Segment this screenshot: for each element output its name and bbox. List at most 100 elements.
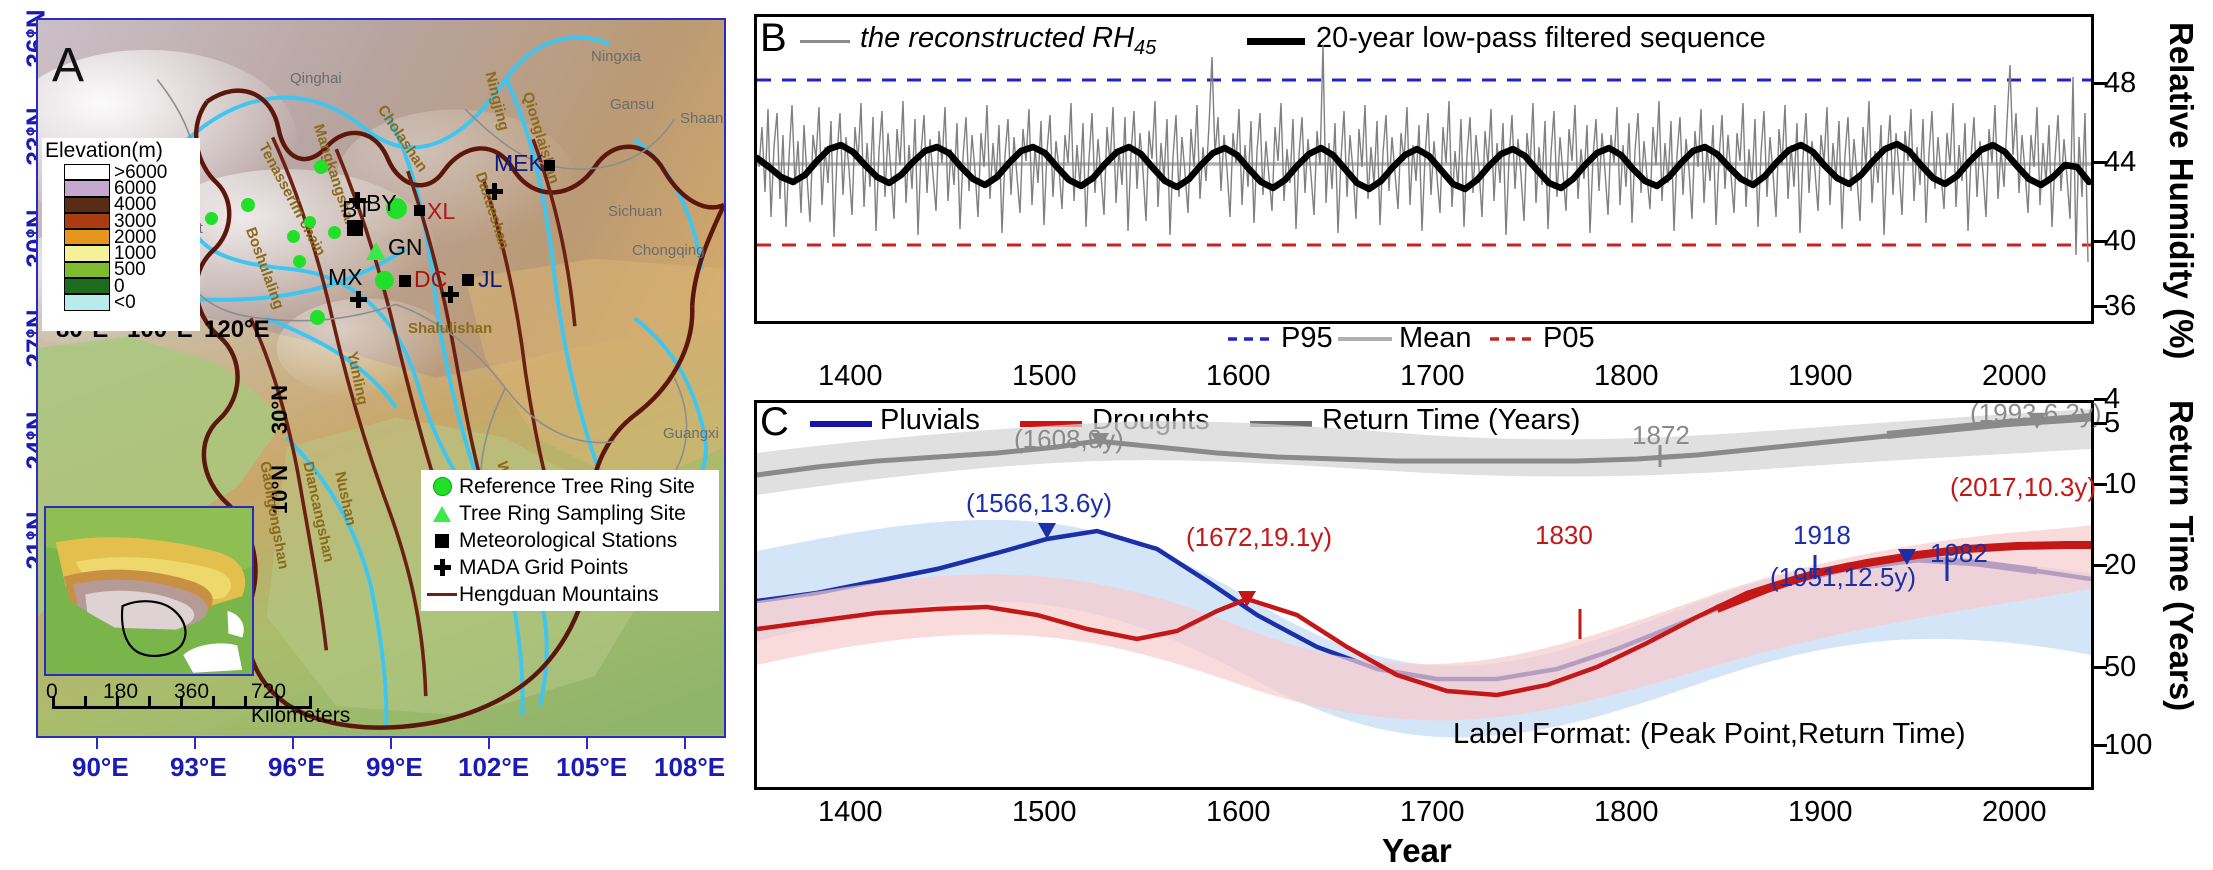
panel-c-xtick-1400: 1400 bbox=[818, 796, 883, 828]
panel-c-ytickmark bbox=[2094, 422, 2107, 425]
panel-b-ytick-40: 40 bbox=[2104, 225, 2137, 257]
elevation-legend-row: 2000 bbox=[42, 228, 200, 247]
panel-c-ytickmark bbox=[2094, 564, 2107, 567]
reference-tree-ring-site[interactable] bbox=[287, 230, 300, 243]
elevation-legend-row: 4000 bbox=[42, 195, 200, 214]
place-name-qinghai: Qinghai bbox=[290, 70, 342, 87]
annotation-1872: 1872 bbox=[1632, 420, 1690, 450]
meteorological-station-dc[interactable] bbox=[399, 275, 411, 287]
elevation-label: 6000 bbox=[114, 177, 157, 199]
place-name-gansu: Gansu bbox=[610, 96, 655, 113]
reference-tree-ring-site[interactable] bbox=[310, 310, 325, 325]
elevation-swatch bbox=[64, 278, 110, 295]
green-triangle-icon bbox=[425, 505, 459, 522]
elevation-label: 1000 bbox=[114, 243, 157, 265]
legend-label-pluvials: Pluvials bbox=[880, 404, 980, 436]
elevation-legend-row: 500 bbox=[42, 260, 200, 279]
legend-subscript: 45 bbox=[1134, 36, 1157, 59]
pluvials-uncertainty-band bbox=[757, 519, 2091, 738]
reference-tree-ring-site[interactable] bbox=[293, 255, 306, 268]
elevation-swatch bbox=[64, 229, 110, 246]
annotation-1608: (1608,9y) bbox=[1014, 424, 1124, 454]
panel-c-ytickmark bbox=[2094, 483, 2107, 486]
panel-c-xtick-2000: 2000 bbox=[1982, 796, 2047, 828]
brown-line-icon bbox=[425, 593, 459, 596]
panel-b-xtick-1800: 1800 bbox=[1594, 360, 1659, 392]
elevation-swatch bbox=[64, 294, 110, 311]
mada-grid-point[interactable] bbox=[486, 183, 503, 200]
returntime-peak-marker-1608 bbox=[1091, 433, 1109, 449]
meteorological-station-bt[interactable] bbox=[347, 220, 363, 236]
meteorological-station-jl[interactable] bbox=[462, 274, 474, 286]
returntime-uncertainty-band bbox=[757, 409, 2091, 495]
reference-tree-ring-site[interactable] bbox=[314, 160, 328, 174]
panel-c-series-svg bbox=[757, 409, 2091, 738]
lowpass-filtered-series bbox=[757, 140, 2091, 193]
lon-tick-108e: 108°E bbox=[654, 752, 726, 782]
panel-b-letter: B bbox=[760, 16, 787, 60]
tree-ring-sampling-site[interactable] bbox=[366, 242, 386, 260]
reference-tree-ring-site[interactable] bbox=[375, 271, 394, 290]
droughts-peak-marker-1672 bbox=[1238, 591, 1256, 607]
panel-b-ylabel: Relative Humidity (%) bbox=[2163, 22, 2200, 360]
mada-grid-point[interactable] bbox=[442, 286, 459, 303]
site-label-bt: BT bbox=[342, 196, 372, 222]
legend-label-p95: P95 bbox=[1281, 322, 1333, 354]
elevation-swatch bbox=[64, 212, 110, 230]
legend-p95-dash bbox=[1228, 337, 1272, 341]
returntime-line bbox=[757, 416, 2091, 478]
scalebar-tick-mark bbox=[116, 696, 119, 709]
legend-item-met-stations: Meteorological Stations bbox=[425, 527, 717, 554]
black-square-icon bbox=[425, 533, 459, 548]
returntime-peak-marker-1993 bbox=[2028, 413, 2046, 429]
lat-tick-mark bbox=[26, 130, 37, 132]
meteorological-station-xl[interactable] bbox=[414, 205, 425, 216]
pluvials-peak-marker-1951 bbox=[1898, 549, 1916, 565]
panel-b-ytick-48: 48 bbox=[2104, 67, 2137, 99]
site-label-mek: MEK bbox=[494, 150, 544, 176]
legend-droughts-line bbox=[1020, 421, 1082, 427]
panel-b-ytickmark bbox=[2094, 240, 2107, 243]
returntime-line-highlight bbox=[1886, 413, 2091, 439]
lon-tick-mark bbox=[96, 738, 98, 749]
panel-b-ytickmark bbox=[2094, 82, 2107, 85]
legend-item-reference-tree-ring: Reference Tree Ring Site bbox=[425, 473, 717, 500]
panel-b-series-svg bbox=[757, 44, 2091, 263]
legend-line-reconstructed bbox=[800, 40, 850, 43]
reference-tree-ring-site[interactable] bbox=[205, 212, 218, 225]
site-label-jl: JL bbox=[478, 266, 503, 292]
legend-mean-line bbox=[1338, 337, 1392, 341]
annotation-1830: 1830 bbox=[1535, 520, 1593, 550]
reference-tree-ring-site[interactable] bbox=[386, 198, 407, 219]
annotation-1918: 1918 bbox=[1793, 520, 1851, 550]
site-label-by: BY bbox=[366, 190, 397, 216]
panel-b-xtick-1400: 1400 bbox=[818, 360, 883, 392]
reference-tree-ring-site[interactable] bbox=[328, 226, 341, 239]
site-label-gn: GN bbox=[388, 234, 423, 260]
inset-overview-map[interactable] bbox=[44, 506, 254, 676]
lon-tick-mark bbox=[488, 738, 490, 749]
lat-tick-mark bbox=[26, 32, 37, 34]
lat-tick-mark bbox=[26, 332, 37, 334]
mada-grid-point[interactable] bbox=[349, 192, 366, 209]
panel-c-ytickmark bbox=[2094, 666, 2107, 669]
elevation-legend-row: 3000 bbox=[42, 210, 200, 232]
elevation-label: 3000 bbox=[114, 210, 157, 232]
legend-item-tree-ring-sampling: Tree Ring Sampling Site bbox=[425, 500, 717, 527]
panel-b-xtick-1500: 1500 bbox=[1012, 360, 1077, 392]
reference-tree-ring-site[interactable] bbox=[241, 198, 255, 212]
reference-tree-ring-site[interactable] bbox=[304, 216, 316, 228]
lon-tick-102e: 102°E bbox=[458, 752, 530, 782]
annotation-1566: (1566,13.6y) bbox=[966, 488, 1112, 518]
lon-tick-mark bbox=[684, 738, 686, 749]
map-scalebar: 0 180 360 720 Kilometers bbox=[46, 680, 376, 728]
mada-grid-point[interactable] bbox=[350, 291, 367, 308]
place-name-guangxi: Guangxi bbox=[663, 425, 719, 442]
panel-b-ytick-44: 44 bbox=[2104, 146, 2137, 178]
meteorological-station-mek[interactable] bbox=[544, 160, 555, 171]
panel-b-xtick-1900: 1900 bbox=[1788, 360, 1853, 392]
range-name-shalulishan: Shalulishan bbox=[408, 320, 493, 337]
panel-c-label-format-note: Label Format: (Peak Point,Return Time) bbox=[1453, 718, 1966, 750]
place-name-chongqing: Chongqing bbox=[632, 242, 705, 259]
map-frame[interactable]: A Qinghai Ningxia Gansu Shaanxi Sichuan … bbox=[36, 18, 726, 738]
